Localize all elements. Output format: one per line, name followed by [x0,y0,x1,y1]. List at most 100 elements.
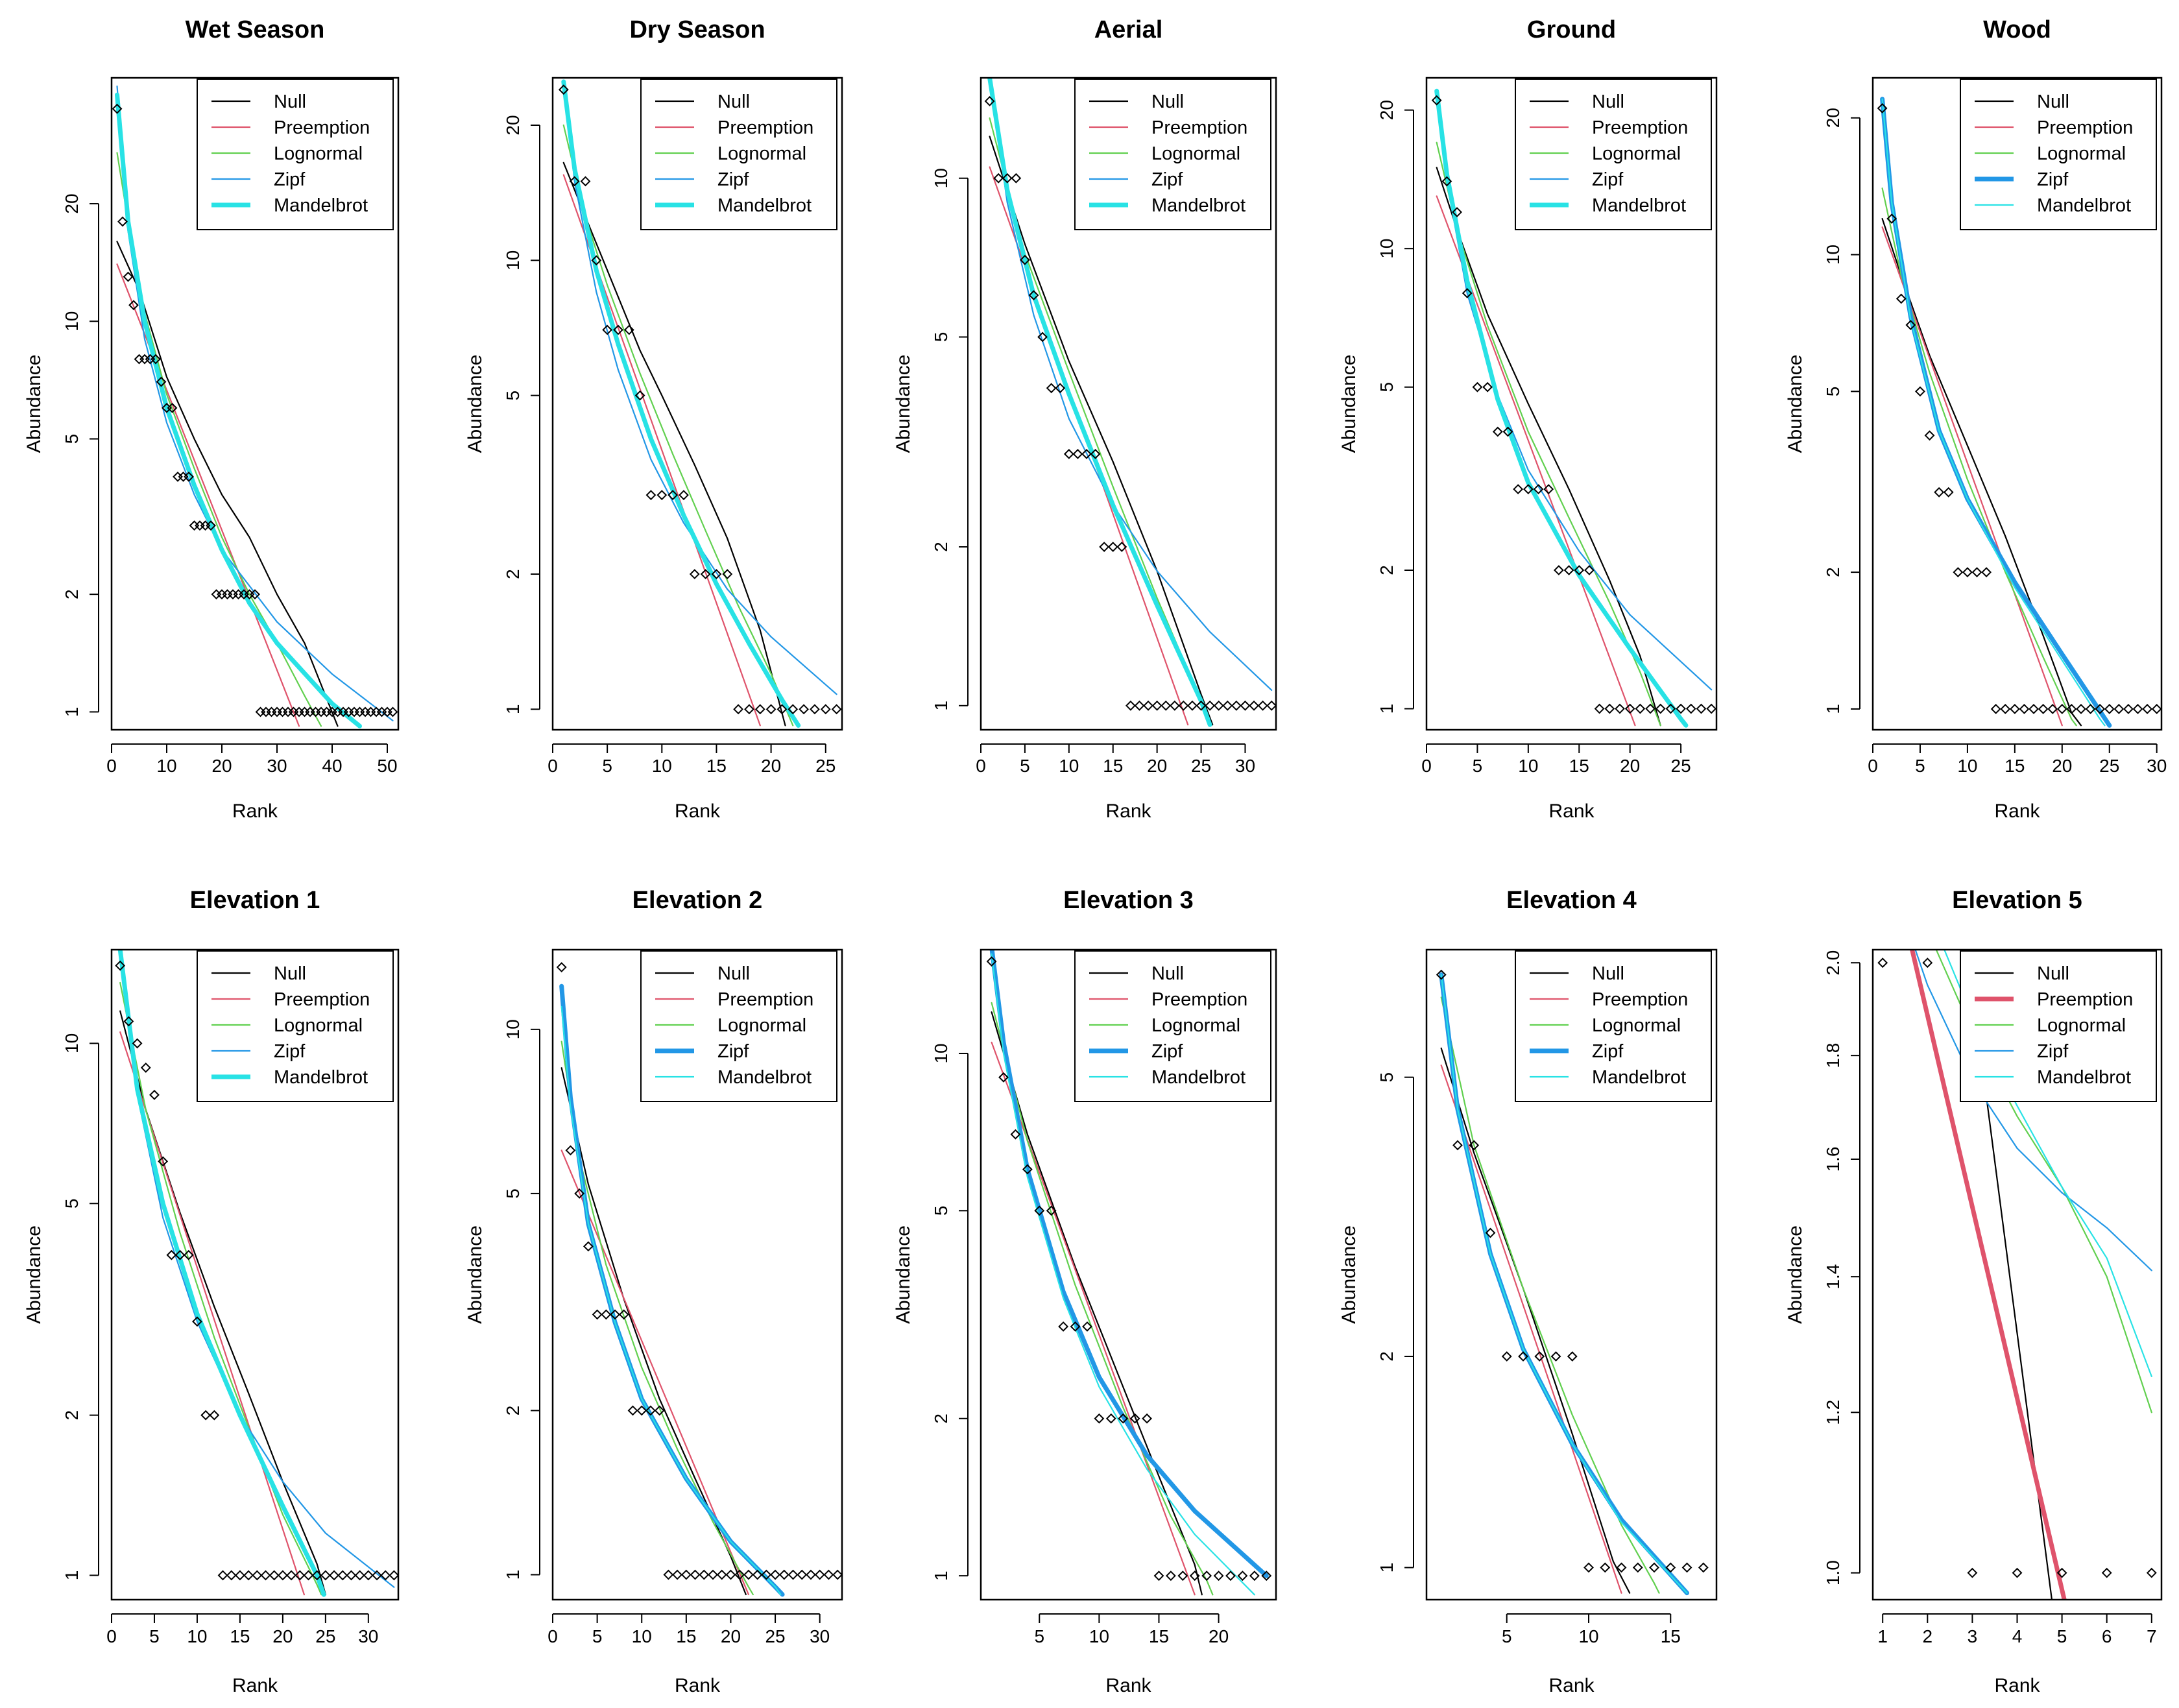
data-point [2085,704,2096,714]
data-point [1469,1140,1480,1151]
x-tick-label: 0 [1868,756,1878,776]
data-point [2151,704,2161,714]
x-tick-label: 10 [1578,1626,1598,1646]
x-tick-label: 2 [1923,1626,1933,1646]
data-point [295,1570,306,1581]
data-point [1981,567,1992,578]
y-tick-label: 5 [503,1188,523,1199]
x-tick-label: 1 [1877,1626,1888,1646]
data-point [820,704,831,715]
x-tick-label: 10 [652,756,672,776]
data-point [2056,704,2067,714]
x-tick-label: 10 [1957,756,1977,776]
series-line-preemption [991,1041,1196,1596]
y-tick-label: 5 [931,1206,951,1216]
chart-title: Aerial [1094,16,1163,43]
series-line-lognormal [562,124,794,727]
legend: Null Preemption Lognormal Zipf Mandelbrot [640,78,837,230]
legend: Null Preemption Lognormal Zipf Mandelbrot [1515,950,1712,1102]
series-line-zipf [1914,950,2152,1271]
legend-label-null: Null [717,963,750,984]
data-point [1177,1570,1188,1582]
data-point [299,706,310,717]
chart-title: Elevation 5 [1952,887,2082,914]
data-point [592,1309,603,1320]
data-point [1567,1351,1578,1362]
data-point [1518,1351,1528,1362]
data-point [311,1570,322,1581]
y-axis: 1 2 5 10 20 [1823,108,1860,714]
y-tick-label: 1 [1823,704,1843,714]
y-axis-label: Abundance [893,355,914,453]
legend-label-mandelbrot: Mandelbrot [1592,195,1686,216]
series-line-lognormal [116,152,322,727]
data-point [591,255,602,266]
panel-elevation-5: Elevation 5 Rank Abundance 1 2 3 4 5 6 7 1.0 1.2 1.4… [1785,887,2163,1696]
data-point [656,490,668,501]
data-point [139,354,150,365]
legend-label-mandelbrot: Mandelbrot [274,1067,368,1088]
data-point [132,1038,143,1049]
data-point [1649,1562,1659,1573]
data-point [1055,383,1066,394]
legend-label-zipf: Zipf [1151,169,1183,190]
data-point [1099,542,1110,552]
legend-label-null: Null [1592,963,1624,984]
data-point [112,103,123,114]
data-point [1058,1321,1069,1332]
y-axis-label: Abundance [464,1225,486,1324]
y-axis-label: Abundance [23,355,45,453]
data-point [321,706,332,717]
plot-frame [1872,948,2163,1601]
x-tick-label: 30 [810,1626,830,1646]
data-point [217,1570,228,1581]
data-point [1237,1570,1248,1582]
x-axis-label: Rank [1105,1675,1151,1696]
legend-label-lognormal: Lognormal [2037,1015,2126,1036]
plot-frame [980,948,1277,1601]
model-curves [987,78,1273,727]
data-point [1213,700,1224,711]
legend-label-lognormal: Lognormal [1151,143,1240,164]
observed-points [112,103,398,717]
data-point [743,1569,754,1580]
data-point [1266,700,1276,711]
x-tick-label: 10 [1518,756,1538,776]
data-point [1676,703,1687,714]
data-point [1962,567,1973,578]
y-axis-label: Abundance [464,355,486,453]
data-point [1533,484,1544,495]
data-point [645,490,656,501]
data-point [128,300,139,311]
y-tick-label: 5 [503,391,523,401]
data-point [243,1570,254,1581]
y-tick-label: 1 [931,701,951,711]
data-point [1594,703,1605,714]
data-point [117,216,128,227]
x-tick-label: 0 [976,756,986,776]
data-point [823,1569,834,1580]
plot-frame [551,77,843,731]
x-tick-label: 5 [1915,756,1925,776]
y-axis: 1 2 5 10 [503,1019,540,1580]
legend-label-lognormal: Lognormal [717,1015,806,1036]
series-line-mandelbrot [1440,974,1688,1594]
data-point [1046,383,1057,394]
plot-frame [551,948,843,1601]
data-point [156,376,167,387]
data-point [1513,484,1524,495]
y-tick-label: 10 [1823,245,1843,265]
y-axis-label: Abundance [893,1225,914,1324]
data-point [1696,703,1707,714]
data-point [1002,173,1013,184]
x-tick-label: 6 [2102,1626,2112,1646]
x-tick-label: 15 [1149,1626,1169,1646]
legend-label-zipf: Zipf [2037,1041,2069,1062]
data-point [770,1569,780,1580]
data-point [354,1570,365,1581]
data-point [363,1570,374,1581]
x-tick-label: 5 [2057,1626,2067,1646]
data-point [387,706,398,717]
